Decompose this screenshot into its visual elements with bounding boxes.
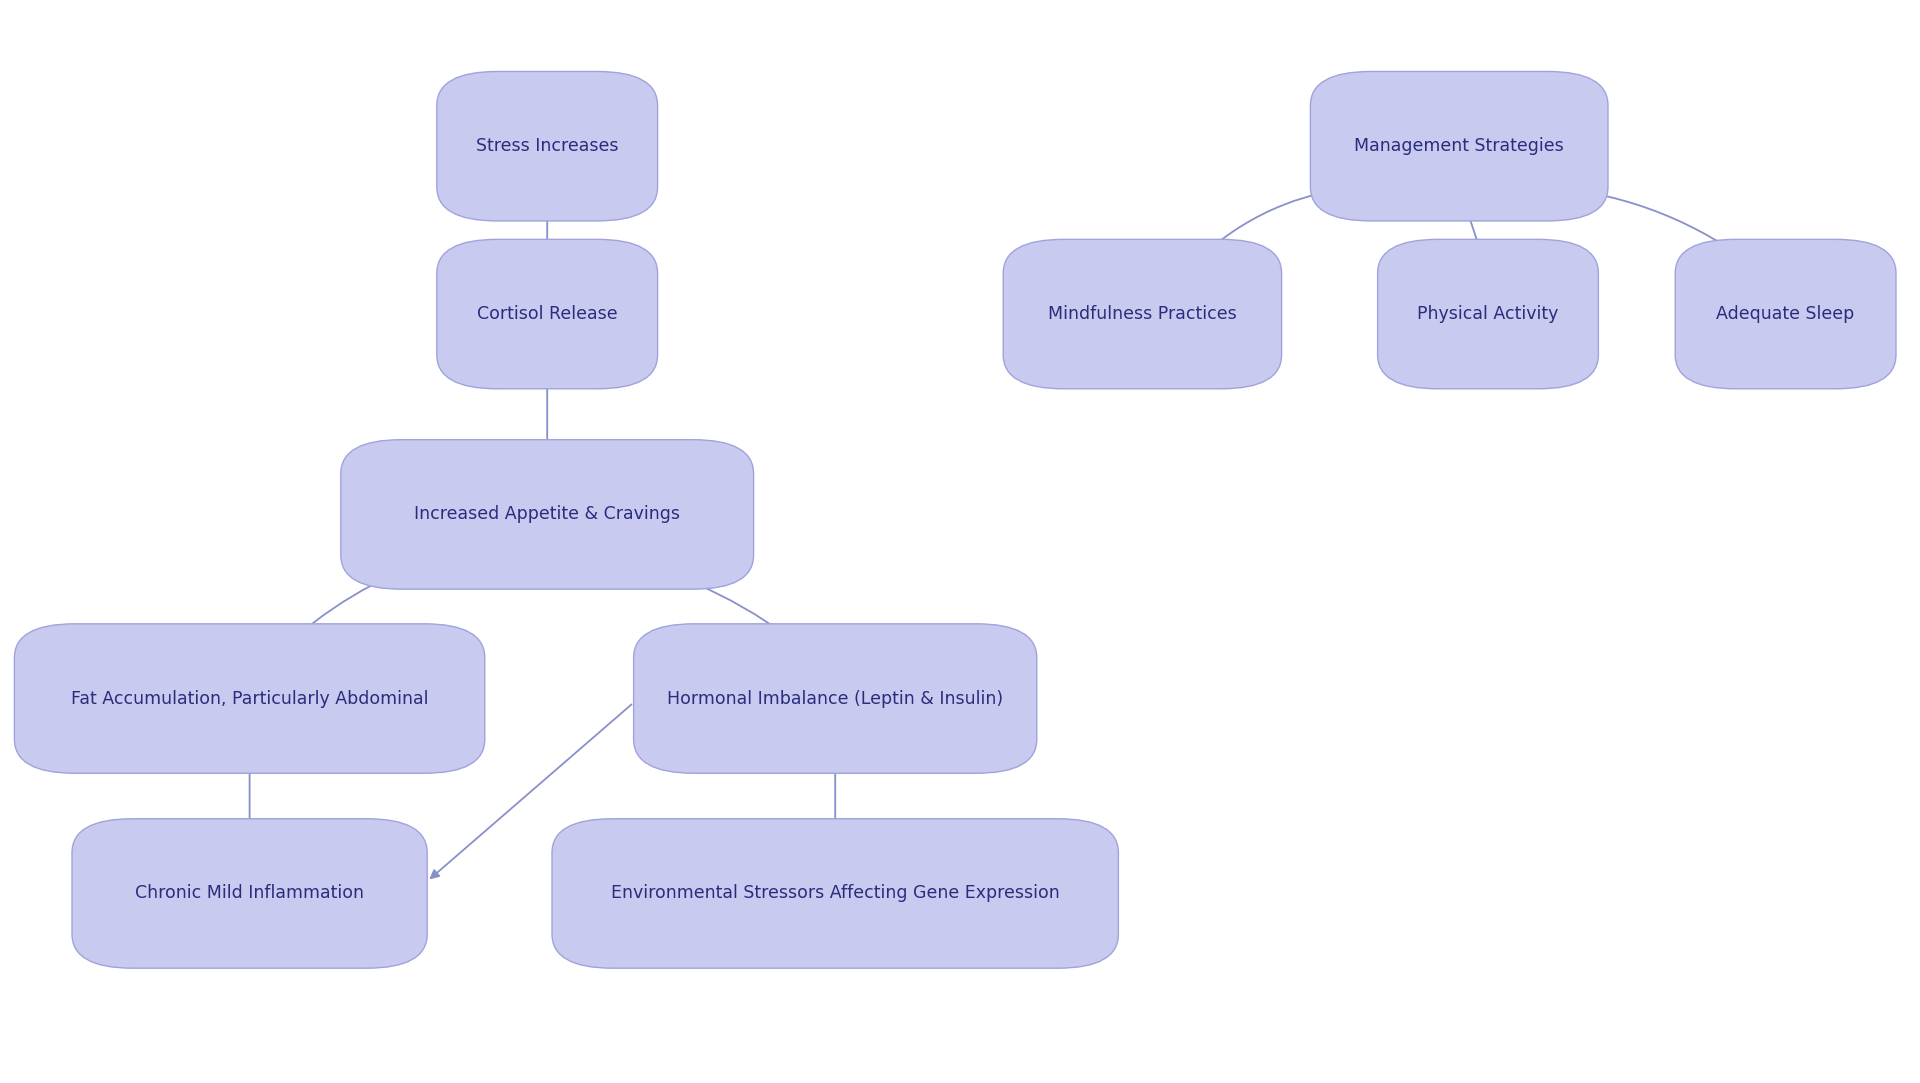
Text: Fat Accumulation, Particularly Abdominal: Fat Accumulation, Particularly Abdominal — [71, 690, 428, 707]
Text: Environmental Stressors Affecting Gene Expression: Environmental Stressors Affecting Gene E… — [611, 885, 1060, 902]
Text: Cortisol Release: Cortisol Release — [476, 305, 618, 323]
FancyBboxPatch shape — [1674, 239, 1895, 389]
FancyBboxPatch shape — [15, 624, 484, 773]
Text: Increased Appetite & Cravings: Increased Appetite & Cravings — [415, 506, 680, 523]
FancyBboxPatch shape — [634, 624, 1037, 773]
FancyBboxPatch shape — [73, 819, 426, 968]
FancyBboxPatch shape — [553, 819, 1117, 968]
FancyBboxPatch shape — [1002, 239, 1283, 389]
FancyBboxPatch shape — [340, 440, 753, 589]
FancyBboxPatch shape — [1309, 71, 1609, 221]
Text: Management Strategies: Management Strategies — [1354, 138, 1565, 155]
Text: Physical Activity: Physical Activity — [1417, 305, 1559, 323]
Text: Adequate Sleep: Adequate Sleep — [1716, 305, 1855, 323]
FancyBboxPatch shape — [438, 239, 657, 389]
FancyBboxPatch shape — [438, 71, 657, 221]
FancyBboxPatch shape — [1379, 239, 1597, 389]
Text: Hormonal Imbalance (Leptin & Insulin): Hormonal Imbalance (Leptin & Insulin) — [666, 690, 1004, 707]
Text: Stress Increases: Stress Increases — [476, 138, 618, 155]
Text: Mindfulness Practices: Mindfulness Practices — [1048, 305, 1236, 323]
Text: Chronic Mild Inflammation: Chronic Mild Inflammation — [134, 885, 365, 902]
